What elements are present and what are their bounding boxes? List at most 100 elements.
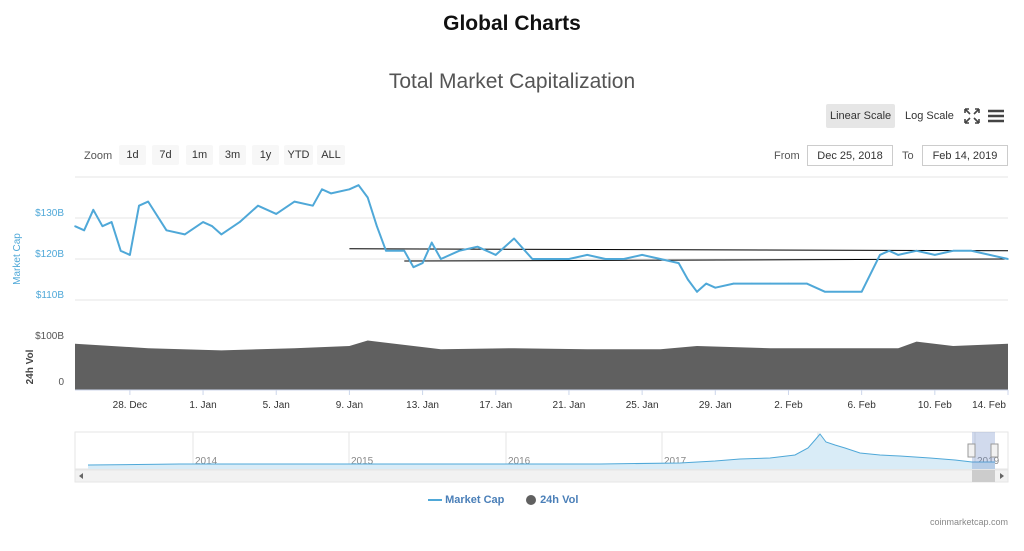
market-cap-point [705, 282, 707, 285]
volume-area [75, 340, 1008, 390]
market-cap-point [275, 213, 278, 215]
x-tick-label: 13. Jan [406, 400, 439, 411]
range-to-input[interactable] [922, 145, 1008, 166]
zoom-7d-button[interactable]: 7d [152, 145, 179, 165]
y2-tick-label: 0 [58, 377, 64, 388]
market-cap-point [183, 233, 186, 236]
market-cap-point [440, 258, 442, 260]
legend-volume[interactable]: 24h Vol [525, 494, 578, 506]
market-cap-point [92, 209, 95, 211]
range-from-label: From [774, 150, 800, 162]
y-tick-label: $130B [35, 208, 64, 219]
x-tick-label: 6. Feb [847, 400, 876, 411]
navigator-selection [972, 432, 995, 469]
market-cap-point [842, 291, 845, 293]
volume-series [75, 340, 1008, 390]
fullscreen-icon[interactable] [962, 106, 982, 126]
market-cap-point [257, 204, 259, 207]
market-cap-point [558, 258, 561, 260]
market-cap-point [897, 254, 900, 256]
market-cap-point [293, 200, 296, 203]
market-cap-point [129, 254, 131, 256]
zoom-all-button[interactable]: ALL [317, 145, 345, 165]
market-cap-point [860, 291, 863, 293]
market-cap-point [348, 188, 351, 191]
market-cap-point [970, 250, 973, 252]
legend-market-cap[interactable]: Market Cap [428, 494, 504, 506]
market-cap-point [458, 250, 460, 252]
market-cap-point [74, 225, 76, 227]
market-cap-point [101, 225, 104, 227]
zoom-1d-button[interactable]: 1d [119, 145, 146, 165]
range-from-input[interactable] [807, 145, 893, 166]
market-cap-point [732, 282, 735, 285]
x-tick-label: 1. Jan [189, 400, 216, 411]
x-tick-label: 28. Dec [113, 400, 147, 411]
market-cap-point [357, 184, 360, 186]
x-tick-label: 10. Feb [918, 400, 952, 411]
market-cap-point [677, 262, 680, 264]
navigator[interactable]: 2014 2015 2016 2017 2018 2019 [74, 431, 1009, 483]
zoom-ytd-button[interactable]: YTD [284, 145, 313, 165]
navigator-tick-label: 2014 [195, 456, 218, 467]
market-cap-point [787, 282, 790, 285]
axes: $110B $120B $130B Market Cap $100B 0 24h Vol 28… [12, 208, 1009, 411]
market-cap-point [696, 291, 698, 293]
market-cap-point [403, 250, 406, 252]
market-cap-point [376, 225, 378, 227]
credits-link[interactable]: coinmarketcap.com [929, 517, 1008, 527]
market-cap-point [604, 258, 607, 260]
market-cap-point [687, 278, 689, 281]
navigator-area [88, 434, 995, 469]
navigator-handle-right [990, 443, 999, 458]
market-cap-point [934, 254, 936, 256]
market-cap-point [83, 229, 85, 232]
market-cap-point [952, 250, 954, 252]
market-cap-point [641, 254, 643, 256]
chart-title: Total Market Capitalization [388, 70, 636, 93]
market-cap-point [312, 204, 314, 207]
legend-line-icon [428, 499, 442, 502]
market-cap-point [1007, 258, 1009, 260]
navigator-tick-label: 2018 [820, 456, 843, 467]
x-tick-label: 25. Jan [626, 400, 659, 411]
navigator-line [87, 433, 995, 466]
x-tick-label: 29. Jan [699, 400, 732, 411]
market-cap-point [915, 250, 918, 252]
market-cap-point [623, 258, 625, 260]
market-cap-point [824, 291, 826, 293]
hamburger-menu-icon[interactable] [986, 106, 1006, 126]
log-scale-button[interactable]: Log Scale [905, 110, 954, 122]
x-tick-label: 5. Jan [263, 400, 290, 411]
grid-lines [75, 176, 1008, 301]
market-cap-point [110, 221, 113, 223]
y-tick-label: $110B [36, 290, 65, 301]
market-cap-point [238, 221, 241, 223]
market-cap-point [202, 221, 204, 223]
zoom-3m-button[interactable]: 3m [219, 145, 246, 165]
market-cap-point [476, 245, 479, 248]
zoom-1m-button[interactable]: 1m [186, 145, 213, 165]
market-cap-point [714, 286, 717, 289]
linear-scale-button[interactable]: Linear Scale [826, 104, 896, 128]
legend-market-cap-label: Market Cap [445, 494, 505, 506]
market-cap-point [430, 241, 433, 244]
navigator-scrollbar-thumb [972, 470, 995, 482]
y2-tick-label: $100B [35, 331, 64, 342]
x-tick-label: 17. Jan [479, 400, 512, 411]
scroll-right-icon [1000, 473, 1004, 479]
navigator-handle-left [967, 443, 976, 458]
range-to-label: To [902, 150, 914, 162]
market-cap-point [330, 192, 332, 195]
legend-dot-icon [526, 495, 536, 506]
market-cap-line [74, 184, 1009, 293]
scroll-left-icon [79, 473, 83, 479]
x-tick-label: 9. Jan [336, 400, 363, 411]
market-cap-point [659, 258, 662, 260]
navigator-tick-label: 2016 [508, 456, 531, 467]
zoom-1y-button[interactable]: 1y [252, 145, 279, 165]
market-cap-point [769, 282, 771, 285]
market-cap-point [888, 250, 890, 252]
market-cap-point [211, 225, 214, 227]
trendlines [349, 248, 1009, 262]
